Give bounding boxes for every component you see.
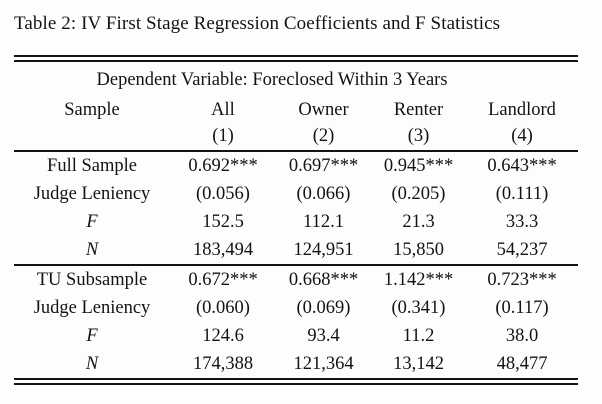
cell-value: 54,237 bbox=[466, 236, 579, 266]
table-row: Judge Leniency (0.060) (0.069) (0.341) (… bbox=[14, 294, 578, 322]
column-number-2: (2) bbox=[276, 123, 371, 152]
column-header-all: All bbox=[211, 100, 235, 120]
row-label: TU Subsample bbox=[36, 269, 148, 290]
cell-value: 124.6 bbox=[202, 325, 244, 346]
cell-value: (0.060) bbox=[196, 297, 250, 318]
column-header-row: Sample All Owner Renter Landlord bbox=[14, 98, 578, 123]
table-row: Full Sample 0.692*** 0.697*** 0.945*** 0… bbox=[14, 151, 578, 180]
table-row: F 152.5 112.1 21.3 33.3 bbox=[14, 208, 578, 236]
cell-value: (0.066) bbox=[296, 183, 351, 204]
column-header-owner: Owner bbox=[298, 100, 349, 120]
panel-full-sample: Full Sample 0.692*** 0.697*** 0.945*** 0… bbox=[14, 151, 579, 266]
cell-value: 0.643*** bbox=[487, 155, 557, 176]
column-header-sample: Sample bbox=[64, 100, 120, 120]
row-label-sample-size: N bbox=[85, 353, 99, 374]
table-row: F 124.6 93.4 11.2 38.0 bbox=[14, 322, 578, 350]
cell-value: 0.945*** bbox=[383, 155, 454, 176]
table-header: Dependent Variable: Foreclosed Within 3 … bbox=[14, 59, 579, 152]
cell-value: 48,477 bbox=[496, 353, 548, 374]
cell-value: 124,951 bbox=[276, 236, 371, 266]
cell-value: 0.692*** bbox=[188, 155, 258, 176]
column-number-blank bbox=[14, 123, 170, 152]
table-caption: Table 2: IV First Stage Regression Coeff… bbox=[14, 13, 501, 34]
cell-value: (0.341) bbox=[391, 297, 446, 318]
cell-value: 21.3 bbox=[402, 211, 435, 232]
cell-value: 0.672*** bbox=[188, 269, 258, 290]
row-label: Full Sample bbox=[47, 155, 137, 176]
cell-value: 174,388 bbox=[192, 353, 254, 374]
cell-value: 152.5 bbox=[202, 211, 244, 232]
dependent-variable-header: Dependent Variable: Foreclosed Within 3 … bbox=[96, 69, 448, 90]
table-row: N 174,388 121,364 13,142 48,477 bbox=[14, 350, 578, 382]
cell-value: 183,494 bbox=[170, 236, 276, 266]
cell-value: 11.2 bbox=[402, 325, 435, 346]
regression-table: Dependent Variable: Foreclosed Within 3 … bbox=[14, 55, 579, 385]
column-header-landlord: Landlord bbox=[488, 100, 556, 120]
cell-value: (0.069) bbox=[296, 297, 351, 318]
row-label-f-statistic: F bbox=[86, 325, 98, 346]
table-row: Judge Leniency (0.056) (0.066) (0.205) (… bbox=[14, 180, 578, 208]
cell-value: 121,364 bbox=[293, 353, 354, 374]
column-number-4: (4) bbox=[466, 123, 579, 152]
table-row: TU Subsample 0.672*** 0.668*** 1.142*** … bbox=[14, 265, 578, 294]
cell-value: (0.117) bbox=[495, 297, 549, 318]
dependent-variable-row: Dependent Variable: Foreclosed Within 3 … bbox=[14, 59, 578, 99]
cell-value: 15,850 bbox=[371, 236, 466, 266]
column-header-renter: Renter bbox=[393, 100, 444, 120]
cell-value: (0.056) bbox=[196, 183, 250, 204]
cell-value: 0.668*** bbox=[288, 269, 359, 290]
column-number-3: (3) bbox=[371, 123, 466, 152]
column-number-1: (1) bbox=[170, 123, 276, 152]
table-row: N 183,494 124,951 15,850 54,237 bbox=[14, 236, 579, 266]
row-label-sample-size: N bbox=[14, 236, 170, 266]
cell-value: 93.4 bbox=[307, 325, 340, 346]
cell-value: (0.111) bbox=[495, 183, 549, 204]
row-label-f-statistic: F bbox=[86, 211, 98, 232]
cell-value: 0.697*** bbox=[288, 155, 359, 176]
panel-tu-subsample: TU Subsample 0.672*** 0.668*** 1.142*** … bbox=[14, 265, 578, 382]
cell-value: 13,142 bbox=[393, 353, 444, 374]
row-label: Judge Leniency bbox=[33, 183, 151, 204]
row-label: Judge Leniency bbox=[33, 297, 151, 318]
cell-value: (0.205) bbox=[391, 183, 446, 204]
cell-value: 33.3 bbox=[505, 211, 539, 232]
cell-value: 112.1 bbox=[303, 211, 344, 232]
cell-value: 1.142*** bbox=[383, 269, 454, 290]
cell-value: 38.0 bbox=[505, 325, 539, 346]
column-number-row: (1) (2) (3) (4) bbox=[14, 123, 579, 152]
cell-value: 0.723*** bbox=[487, 269, 557, 290]
